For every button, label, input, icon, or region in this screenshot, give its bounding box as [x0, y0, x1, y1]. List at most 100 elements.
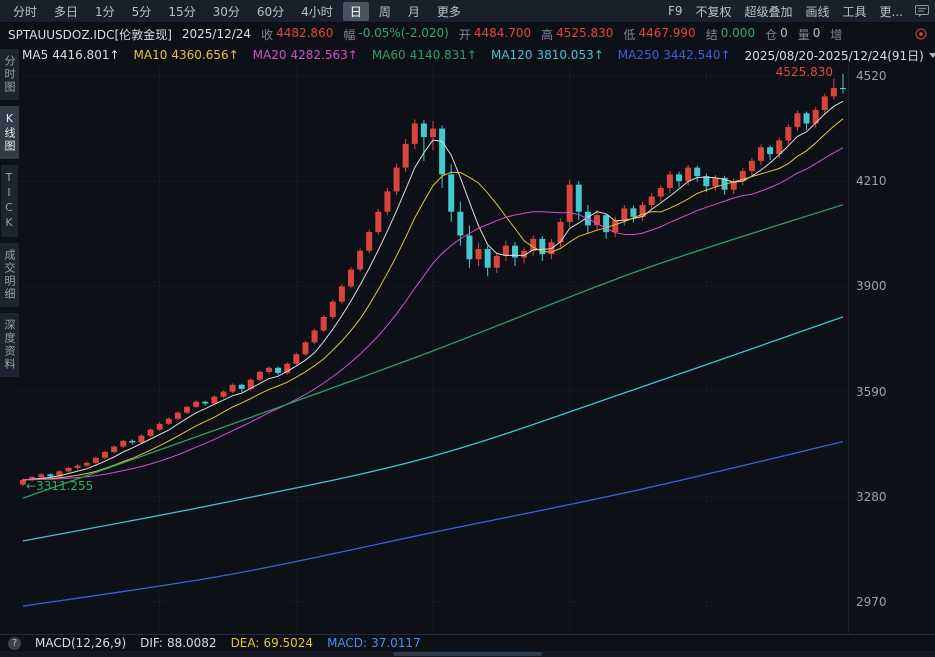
- view-sidebar: 分时图 K线图 TICK 成交明细深度资料: [0, 45, 19, 634]
- ma-line-ma60: [22, 204, 844, 499]
- ma-line-ma10: [22, 118, 844, 481]
- indicator-value-label: DEA:: [230, 636, 260, 650]
- toolbar-action[interactable]: 不复权: [695, 4, 732, 19]
- quote-field-value: 4484.700: [473, 25, 532, 40]
- indicator-name[interactable]: MACD(12,26,9): [35, 636, 127, 650]
- quote-field-label: 幅: [343, 27, 356, 42]
- quote-field-value: 0.000: [720, 25, 756, 40]
- sidebar-view-tab[interactable]: 分时图: [0, 49, 19, 100]
- quote-field: 仓 0: [765, 26, 788, 43]
- indicator-value: 37.0117: [371, 636, 421, 650]
- chart-area: 4525.830 ←3311.255 4520 4210 3900 3590 3280 29…: [18, 65, 935, 636]
- timeframe-tab[interactable]: 15分: [168, 4, 196, 19]
- timeframe-tab[interactable]: 1分: [95, 4, 115, 19]
- chart-panel: MA5 4416.801↑ MA10 4360.656↑ MA20 4282.5…: [18, 45, 935, 636]
- ma-legend-label: MA250: [617, 48, 660, 62]
- symbol-name[interactable]: SPTAUUSDOZ.IDC[伦敦金现]: [8, 27, 172, 42]
- quote-field: 结 0.000: [706, 26, 755, 43]
- ma-legend-item: MA20 4282.563↑: [253, 48, 358, 62]
- quote-field-label: 收: [261, 27, 274, 42]
- ma-legend-item: MA10 4360.656↑: [134, 48, 239, 62]
- ma-legend-items: MA5 4416.801↑ MA10 4360.656↑ MA20 4282.5…: [22, 48, 731, 62]
- sidebar-view-tab[interactable]: 成交明细: [0, 243, 19, 307]
- ma-legend-label: MA5: [22, 48, 49, 62]
- price-axis-label: 4520: [856, 69, 887, 83]
- scrollbar-thumb[interactable]: [392, 652, 543, 656]
- quote-fields: 收 4482.860 幅 -0.05%(-2.020) 开 4484.700 高…: [261, 26, 845, 43]
- quote-field-label: 开: [458, 27, 471, 42]
- price-axis-label: 3590: [856, 384, 887, 399]
- kline-chart-svg: [18, 65, 848, 636]
- toolbar-action[interactable]: 工具: [842, 4, 867, 19]
- indicator-values: DIF: 88.0082 DEA: 69.5024 MACD: 37.0117: [140, 636, 421, 650]
- timeframe-tab[interactable]: 多日: [54, 4, 79, 19]
- chevron-down-icon[interactable]: [928, 52, 935, 58]
- horizontal-scrollbar[interactable]: [0, 651, 935, 657]
- ma-legend-value: 4360.656↑: [171, 48, 239, 62]
- ma-legend-label: MA20: [252, 48, 287, 62]
- ma-legend-label: MA60: [371, 48, 406, 62]
- sidebar-view-tab[interactable]: TICK: [0, 165, 18, 237]
- quote-field: 收 4482.860: [261, 26, 333, 43]
- indicator-value: 69.5024: [263, 636, 314, 650]
- indicator-bar: ? MACD(12,26,9) DIF: 88.0082 DEA: 69.502…: [0, 634, 935, 651]
- quote-field-label: 仓: [765, 27, 778, 42]
- ma-line-ma20: [22, 147, 844, 481]
- quote-field: 低 4467.990: [623, 26, 695, 43]
- quote-field-value: -0.05%(-2.020): [358, 25, 449, 40]
- price-axis-label: 2970: [856, 595, 887, 609]
- timeframe-tab[interactable]: 日: [342, 1, 369, 21]
- toolbar-action[interactable]: 更...: [879, 4, 903, 19]
- price-axis[interactable]: 4520 4210 3900 3590 3280 2970: [848, 65, 935, 634]
- timeframe-tab[interactable]: 分时: [13, 4, 38, 19]
- date-range-selector[interactable]: 2025/08/20-2025/12/24(91日): [744, 48, 924, 63]
- ma-legend-row: MA5 4416.801↑ MA10 4360.656↑ MA20 4282.5…: [18, 45, 935, 65]
- timeframe-tab[interactable]: 30分: [212, 4, 240, 19]
- timeframe-tab[interactable]: 5分: [131, 4, 152, 19]
- alert-icon[interactable]: [915, 28, 927, 40]
- indicator-value-item: DEA: 69.5024: [231, 636, 314, 650]
- ma-legend-label: MA120: [490, 48, 533, 62]
- quote-field-label: 量: [797, 27, 810, 42]
- quote-field: 高 4525.830: [541, 26, 613, 43]
- ma-line-ma5: [22, 100, 844, 481]
- toolbar-right-items: F9 不复权 超级叠加 画线 工具 更...: [668, 3, 903, 20]
- toolbar-action[interactable]: F9: [667, 4, 683, 18]
- toolbar-action[interactable]: 画线: [805, 4, 830, 19]
- ma-line-ma120: [22, 316, 844, 542]
- price-axis-label: 4210: [856, 174, 887, 189]
- ma-line-ma250: [22, 441, 844, 607]
- toolbar-action[interactable]: 超级叠加: [744, 4, 793, 19]
- timeframe-tab[interactable]: 更多: [436, 4, 461, 19]
- help-icon[interactable]: ?: [8, 636, 21, 650]
- timeframe-tab[interactable]: 周: [378, 4, 391, 19]
- message-icon[interactable]: [915, 4, 929, 18]
- quote-field-label: 高: [541, 27, 554, 42]
- quote-field-value: 4467.990: [638, 25, 696, 40]
- high-price-annotation: 4525.830: [775, 65, 833, 80]
- quote-field: 幅 -0.05%(-2.020): [343, 26, 449, 43]
- quote-field-label: 增: [830, 27, 843, 42]
- indicator-value: 88.0082: [166, 636, 217, 650]
- price-axis-label: 3900: [856, 279, 887, 294]
- quote-field: 量 0: [798, 26, 821, 43]
- quote-bar: SPTAUUSDOZ.IDC[伦敦金现] 2025/12/24 收 4482.8…: [0, 23, 935, 45]
- ma-legend-value: 4140.831↑: [409, 48, 477, 62]
- quote-field-value: 4525.830: [556, 25, 614, 40]
- sidebar-view-tab[interactable]: K线图: [0, 106, 19, 159]
- candlestick-series: [20, 74, 846, 487]
- sidebar-view-tab[interactable]: 深度资料: [0, 313, 19, 377]
- quote-field: 增: [830, 26, 845, 43]
- main-body: 分时图 K线图 TICK 成交明细深度资料 MA5 4416.801↑ MA10 43…: [0, 45, 935, 636]
- ma-legend-item: MA250 3442.540↑: [618, 48, 731, 62]
- timeframe-tab[interactable]: 4小时: [301, 4, 333, 19]
- timeframe-tabs: 分时 多日 1分 5分 15分 30分 60分 4小时日周 月 更多: [6, 1, 468, 21]
- ma-legend-item: MA120 3810.053↑: [491, 48, 604, 62]
- indicator-value-item: DIF: 88.0082: [140, 636, 216, 650]
- ma-legend-value: 3442.540↑: [663, 48, 731, 62]
- kline-plot[interactable]: 4525.830 ←3311.255: [18, 65, 848, 636]
- quote-field-value: 4482.860: [276, 25, 334, 40]
- timeframe-tab[interactable]: 60分: [256, 4, 285, 19]
- quote-field-value: 0: [780, 25, 788, 40]
- timeframe-tab[interactable]: 月: [407, 4, 420, 19]
